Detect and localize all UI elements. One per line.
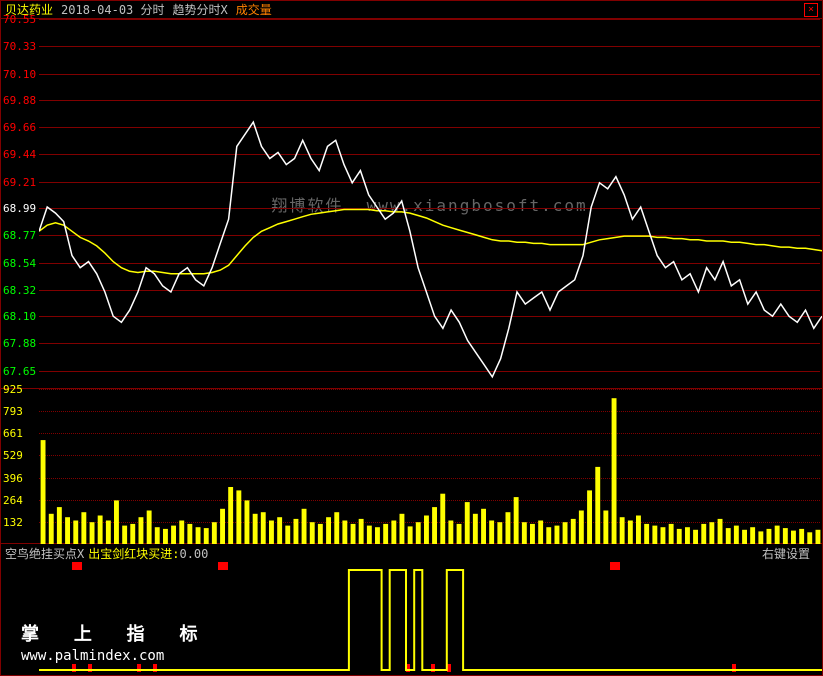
indicator-label-2: 出宝剑红块买进:0.00 — [88, 545, 208, 562]
volume-label: 成交量 — [236, 1, 272, 18]
chart-container: 贝达药业 2018-04-03 分时 趋势分时X 成交量 × 70.5570.3… — [0, 0, 823, 676]
close-icon[interactable]: × — [804, 3, 818, 17]
right-click-label[interactable]: 右键设置 — [762, 545, 818, 562]
volume-plot[interactable] — [39, 389, 820, 543]
chart-header: 贝达药业 2018-04-03 分时 趋势分时X 成交量 × — [1, 1, 822, 19]
price-y-axis: 70.5570.3370.1069.8869.6669.4469.2168.99… — [1, 19, 39, 388]
volume-panel: 925793661529396264132 — [1, 389, 822, 544]
chart-date: 2018-04-03 分时 — [61, 1, 164, 18]
volume-y-axis: 925793661529396264132 — [1, 389, 39, 543]
price-panel: 70.5570.3370.1069.8869.6669.4469.2168.99… — [1, 19, 822, 389]
indicator-panel: 空鸟绝挂买点X 出宝剑红块买进:0.00 右键设置 掌 上 指 标 www.pa… — [1, 544, 822, 672]
price-plot[interactable]: 翔博软件 www.xiangbosoft.com — [39, 19, 820, 388]
indicator-label-1: 空鸟绝挂买点X — [5, 545, 84, 562]
indicator-plot[interactable] — [39, 562, 820, 672]
indicator-header: 空鸟绝挂买点X 出宝剑红块买进:0.00 右键设置 — [1, 544, 822, 562]
trend-label: 趋势分时X — [173, 1, 228, 18]
